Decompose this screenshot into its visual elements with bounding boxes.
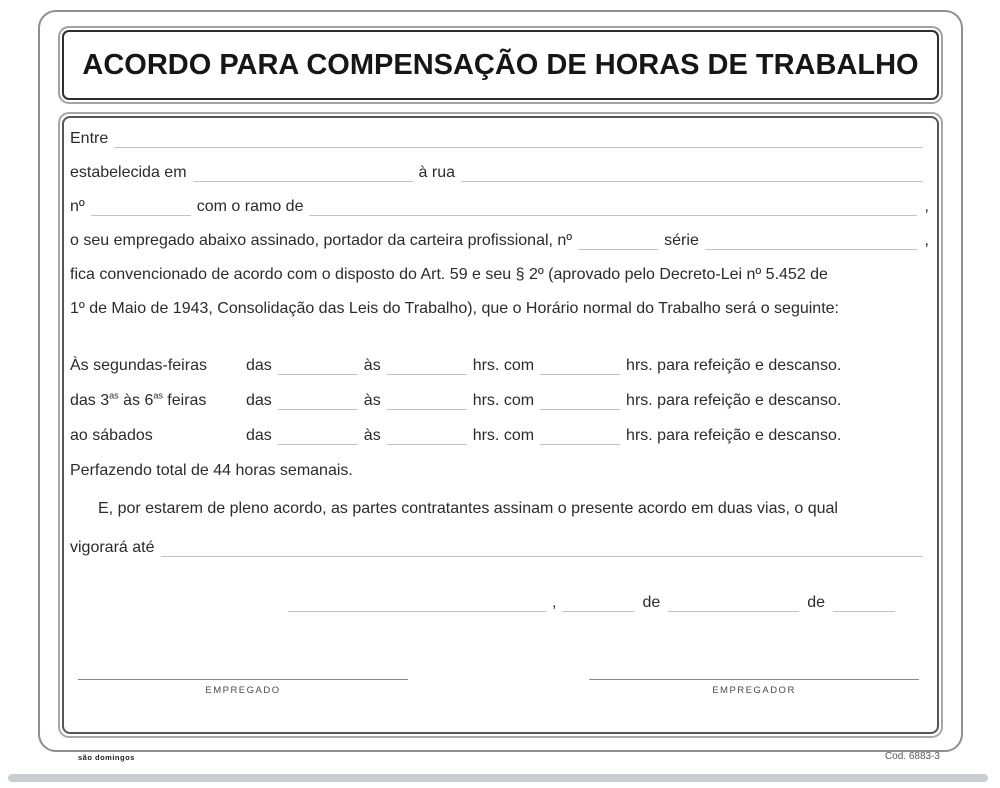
- comma-mark: ,: [552, 594, 557, 611]
- form-code: Cod. 6883-3: [884, 751, 940, 762]
- schedule-day-label: Às segundas-feiras: [70, 356, 207, 374]
- scan-edge-shadow: [8, 774, 988, 782]
- das-label: das: [246, 391, 272, 409]
- employee-label: EMPREGADO: [205, 685, 281, 696]
- blank-break-hours: [540, 427, 621, 445]
- comma-mark: ,: [924, 232, 929, 249]
- blank-numero: [90, 198, 191, 216]
- empregado-line: o seu empregado abaixo assinado, portado…: [70, 224, 929, 258]
- closing-text: E, por estarem de pleno acordo, as parte…: [98, 500, 838, 517]
- title-box: ACORDO PARA COMPENSAÇÃO DE HORAS DE TRAB…: [58, 26, 943, 104]
- numero-label: nº: [70, 198, 85, 215]
- de-label: de: [807, 594, 825, 611]
- employee-signature-line: EMPREGADO: [78, 679, 408, 696]
- ramo-label: com o ramo de: [196, 198, 304, 215]
- clause-text-1: fica convencionado de acordo com o dispo…: [70, 266, 828, 283]
- blank-from-hour: [277, 392, 358, 410]
- clause-line-1: fica convencionado de acordo com o dispo…: [70, 258, 929, 292]
- employer-signature-line: EMPREGADOR: [589, 679, 919, 696]
- blank-to-hour: [386, 357, 467, 375]
- hrs-com-label: hrs. com: [472, 391, 535, 409]
- blank-month: [668, 598, 800, 612]
- total-hours-text: Perfazendo total de 44 horas semanais.: [70, 461, 353, 479]
- as-label: às: [363, 391, 381, 409]
- title-box-inner: ACORDO PARA COMPENSAÇÃO DE HORAS DE TRAB…: [62, 30, 939, 100]
- day-label-part: feiras: [162, 391, 207, 409]
- form-sheet-border: ACORDO PARA COMPENSAÇÃO DE HORAS DE TRAB…: [38, 10, 963, 752]
- serie-label: série: [664, 232, 699, 249]
- blank-to-hour: [386, 427, 467, 445]
- hrs-com-label: hrs. com: [472, 426, 535, 444]
- day-label-part: das 3: [70, 391, 110, 409]
- blank-year: [833, 598, 895, 612]
- entre-line: Entre: [70, 122, 929, 156]
- vigorara-label: vigorará até: [70, 539, 155, 556]
- form-body: Entre estabelecida em à rua nº com o ram…: [62, 116, 939, 734]
- a-rua-label: à rua: [418, 164, 455, 181]
- day-label-part: às 6: [118, 391, 154, 409]
- blank-from-hour: [277, 427, 358, 445]
- estabelecida-line: estabelecida em à rua: [70, 156, 929, 190]
- ordinal-superscript: as: [109, 390, 119, 401]
- das-label: das: [246, 356, 272, 374]
- estabelecida-label: estabelecida em: [70, 164, 187, 181]
- schedule-day-label: ao sábados: [70, 426, 153, 444]
- refeicao-suffix: hrs. para refeição e descanso.: [626, 426, 842, 444]
- clause-line-2: 1º de Maio de 1943, Consolidação das Lei…: [70, 292, 929, 326]
- clause-text-2: 1º de Maio de 1943, Consolidação das Lei…: [70, 300, 839, 317]
- de-label: de: [642, 594, 661, 611]
- blank-entre: [114, 130, 923, 148]
- date-line: , de de: [70, 588, 929, 612]
- comma-mark: ,: [924, 198, 929, 215]
- empregado-label: o seu empregado abaixo assinado, portado…: [70, 232, 573, 249]
- entre-label: Entre: [70, 130, 109, 147]
- total-hours-line: Perfazendo total de 44 horas semanais.: [70, 453, 929, 488]
- vigorara-line: vigorará até: [70, 530, 929, 566]
- ordinal-superscript: as: [153, 390, 163, 401]
- schedule-section: Às segundas-feiras das às hrs. com hrs. …: [70, 348, 929, 453]
- das-label: das: [246, 426, 272, 444]
- blank-from-hour: [277, 357, 358, 375]
- blank-day: [562, 598, 635, 612]
- numero-line: nº com o ramo de ,: [70, 190, 929, 224]
- signature-section: EMPREGADO EMPREGADOR: [70, 679, 929, 696]
- form-body-box: Entre estabelecida em à rua nº com o ram…: [58, 112, 943, 738]
- schedule-day-label: das 3as às 6as feiras: [70, 390, 246, 410]
- blank-break-hours: [540, 392, 621, 410]
- refeicao-suffix: hrs. para refeição e descanso.: [626, 356, 842, 374]
- as-label: às: [363, 356, 381, 374]
- schedule-row-tue-fri: das 3as às 6as feiras das às hrs. com hr…: [70, 383, 929, 418]
- blank-vigorara: [160, 539, 923, 557]
- blank-estabelecida: [192, 164, 413, 182]
- schedule-row-monday: Às segundas-feiras das às hrs. com hrs. …: [70, 348, 929, 383]
- blank-break-hours: [540, 357, 621, 375]
- as-label: às: [363, 426, 381, 444]
- blank-ramo: [309, 198, 917, 216]
- blank-carteira-numero: [578, 232, 659, 250]
- refeicao-suffix: hrs. para refeição e descanso.: [626, 391, 842, 409]
- hrs-com-label: hrs. com: [472, 356, 535, 374]
- schedule-row-saturday: ao sábados das às hrs. com hrs. para ref…: [70, 418, 929, 453]
- blank-rua: [460, 164, 923, 182]
- blank-serie: [704, 232, 917, 250]
- blank-city: [288, 598, 546, 612]
- printer-brand-mark: são domingos: [78, 753, 135, 762]
- employer-label: EMPREGADOR: [712, 685, 796, 696]
- closing-paragraph: E, por estarem de pleno acordo, as parte…: [70, 488, 929, 530]
- blank-to-hour: [386, 392, 467, 410]
- form-title: ACORDO PARA COMPENSAÇÃO DE HORAS DE TRAB…: [82, 48, 919, 81]
